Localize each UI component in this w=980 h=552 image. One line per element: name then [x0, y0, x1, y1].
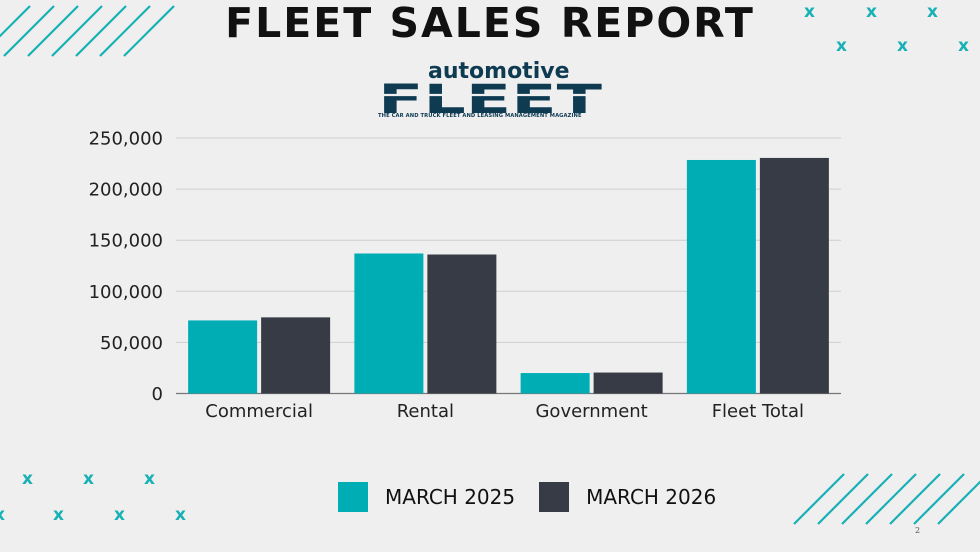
- decorative-x-icon: x: [22, 469, 33, 489]
- page-number: 2: [915, 526, 921, 535]
- decorative-x-icon: x: [836, 36, 847, 56]
- x-tick-label: Rental: [397, 401, 454, 422]
- y-tick-label: 250,000: [89, 129, 163, 150]
- y-tick-label: 100,000: [89, 282, 163, 303]
- logo-tagline: THE CAR AND TRUCK FLEET AND LEASING MANA…: [378, 113, 582, 119]
- logo-top-text: automotive: [428, 59, 570, 84]
- x-tick-label: Commercial: [205, 401, 313, 422]
- bar-commercial-march-2026: [261, 317, 331, 394]
- bar-government-march-2025: [520, 373, 590, 394]
- logo-wordmark: FLEET: [378, 82, 604, 118]
- chart-legend: MARCH 2025 MARCH 2026: [338, 482, 740, 512]
- bar-rental-march-2025: [354, 253, 424, 394]
- decorative-x-icon: x: [804, 2, 815, 22]
- decorative-x-icon: x: [958, 36, 969, 56]
- decorative-stripes-bottom-right: [793, 473, 980, 525]
- chart-bars: [188, 157, 829, 394]
- decorative-x-icon: x: [53, 505, 64, 525]
- bar-fleet-total-march-2026: [759, 157, 829, 394]
- legend-swatch-2026: [539, 482, 570, 512]
- y-tick-label: 150,000: [89, 231, 163, 252]
- decorative-x-icon: x: [0, 507, 5, 524]
- bar-commercial-march-2025: [188, 320, 258, 394]
- decorative-x-icon: x: [114, 505, 125, 525]
- decorative-x-icon: x: [144, 469, 155, 489]
- legend-swatch-2025: [338, 482, 368, 512]
- legend-label-2025: MARCH 2025: [385, 485, 516, 509]
- bar-chart: 0 50,000 100,000 150,000 200,000 250,000 Comm…: [89, 129, 841, 422]
- decorative-x-icon: x: [175, 505, 186, 525]
- y-tick-label: 200,000: [89, 180, 163, 201]
- decorative-x-icon: x: [927, 2, 938, 22]
- decorative-x-icon: x: [897, 36, 908, 56]
- decorative-x-icon: x: [83, 469, 94, 489]
- x-tick-label: Government: [535, 401, 647, 422]
- decorative-x-icon: x: [866, 2, 877, 22]
- bar-government-march-2026: [593, 372, 663, 394]
- bar-rental-march-2026: [427, 254, 497, 394]
- x-tick-label: Fleet Total: [712, 401, 804, 422]
- automotive-fleet-logo: automotive FLEET THE CAR AND TRUCK FLEET…: [378, 60, 608, 122]
- x-axis-labels: Commercial Rental Government Fleet Total: [205, 401, 804, 422]
- decorative-stripes-top-left: [0, 5, 175, 57]
- page-title: FLEET SALES REPORT: [225, 0, 755, 47]
- bar-fleet-total-march-2025: [686, 159, 756, 394]
- logo-main-text: FLEET: [378, 82, 603, 118]
- y-axis-ticks: 0 50,000 100,000 150,000 200,000 250,000: [89, 129, 163, 406]
- legend-label-2026: MARCH 2026: [586, 485, 717, 509]
- y-tick-label: 0: [152, 384, 163, 405]
- y-tick-label: 50,000: [100, 333, 163, 354]
